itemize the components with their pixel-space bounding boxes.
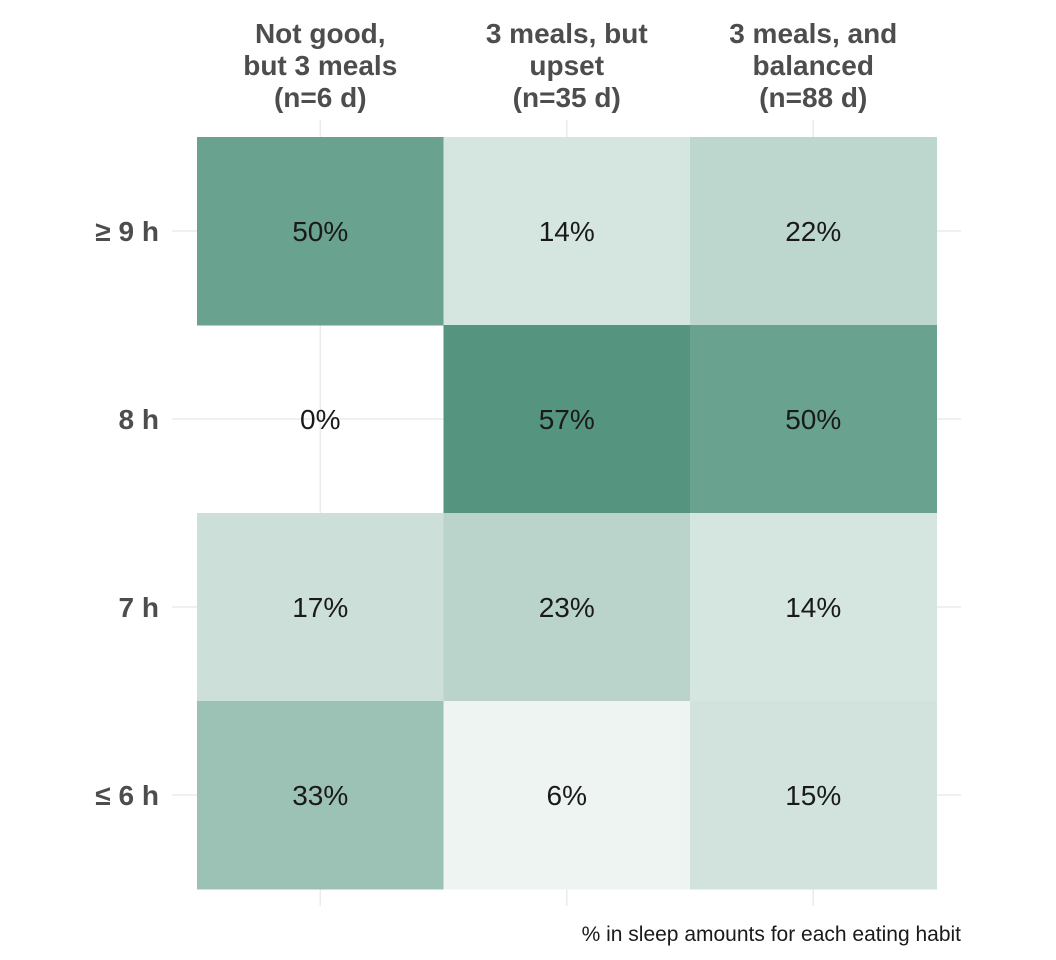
- cell-value-label: 14%: [785, 592, 841, 623]
- row-label: 8 h: [119, 404, 159, 435]
- heatmap-cell: [690, 325, 937, 514]
- cell-value-label: 15%: [785, 780, 841, 811]
- heatmap-cell: [690, 137, 937, 326]
- column-header-line: 3 meals, and: [729, 18, 897, 49]
- cell-value-label: 17%: [292, 592, 348, 623]
- row-labels: ≥ 9 h 8 h 7 h ≤ 6 h: [95, 216, 159, 811]
- cell-value-label: 0%: [300, 404, 340, 435]
- column-header-line: (n=88 d): [759, 82, 867, 113]
- cell-value-label: 33%: [292, 780, 348, 811]
- cell-value-label: 14%: [539, 216, 595, 247]
- cell-value-label: 50%: [785, 404, 841, 435]
- cell-value-label: 22%: [785, 216, 841, 247]
- heatmap-cell: [690, 701, 937, 890]
- heatmap-cell: [443, 137, 691, 326]
- cell-value-label: 50%: [292, 216, 348, 247]
- row-label: 7 h: [119, 592, 159, 623]
- heatmap-cell: [197, 701, 444, 890]
- chart-caption: % in sleep amounts for each eating habit: [582, 923, 962, 946]
- column-header-line: but 3 meals: [243, 50, 397, 81]
- cell-value-label: 57%: [539, 404, 595, 435]
- column-header-line: upset: [529, 50, 604, 81]
- column-header-line: (n=6 d): [274, 82, 367, 113]
- column-header-line: (n=35 d): [513, 82, 621, 113]
- column-headers: Not good,but 3 meals(n=6 d) 3 meals, butu…: [243, 18, 897, 113]
- heatmap-cell: [443, 701, 691, 890]
- heatmap-cells: 50% 14% 22% 0% 57% 50% 17% 23% 14% 33% 6% 15%: [197, 137, 937, 890]
- cell-value-label: 6%: [547, 780, 587, 811]
- heatmap-cell: [443, 325, 691, 514]
- column-header-line: Not good,: [255, 18, 386, 49]
- column-header-line: 3 meals, but: [486, 18, 648, 49]
- cell-value-label: 23%: [539, 592, 595, 623]
- heatmap-cell: [690, 513, 937, 702]
- heatmap-cell: [197, 513, 444, 702]
- heatmap-cell: [197, 137, 444, 326]
- row-label: ≤ 6 h: [95, 780, 159, 811]
- column-header-line: balanced: [753, 50, 874, 81]
- heatmap-cell: [443, 513, 691, 702]
- row-label: ≥ 9 h: [95, 216, 159, 247]
